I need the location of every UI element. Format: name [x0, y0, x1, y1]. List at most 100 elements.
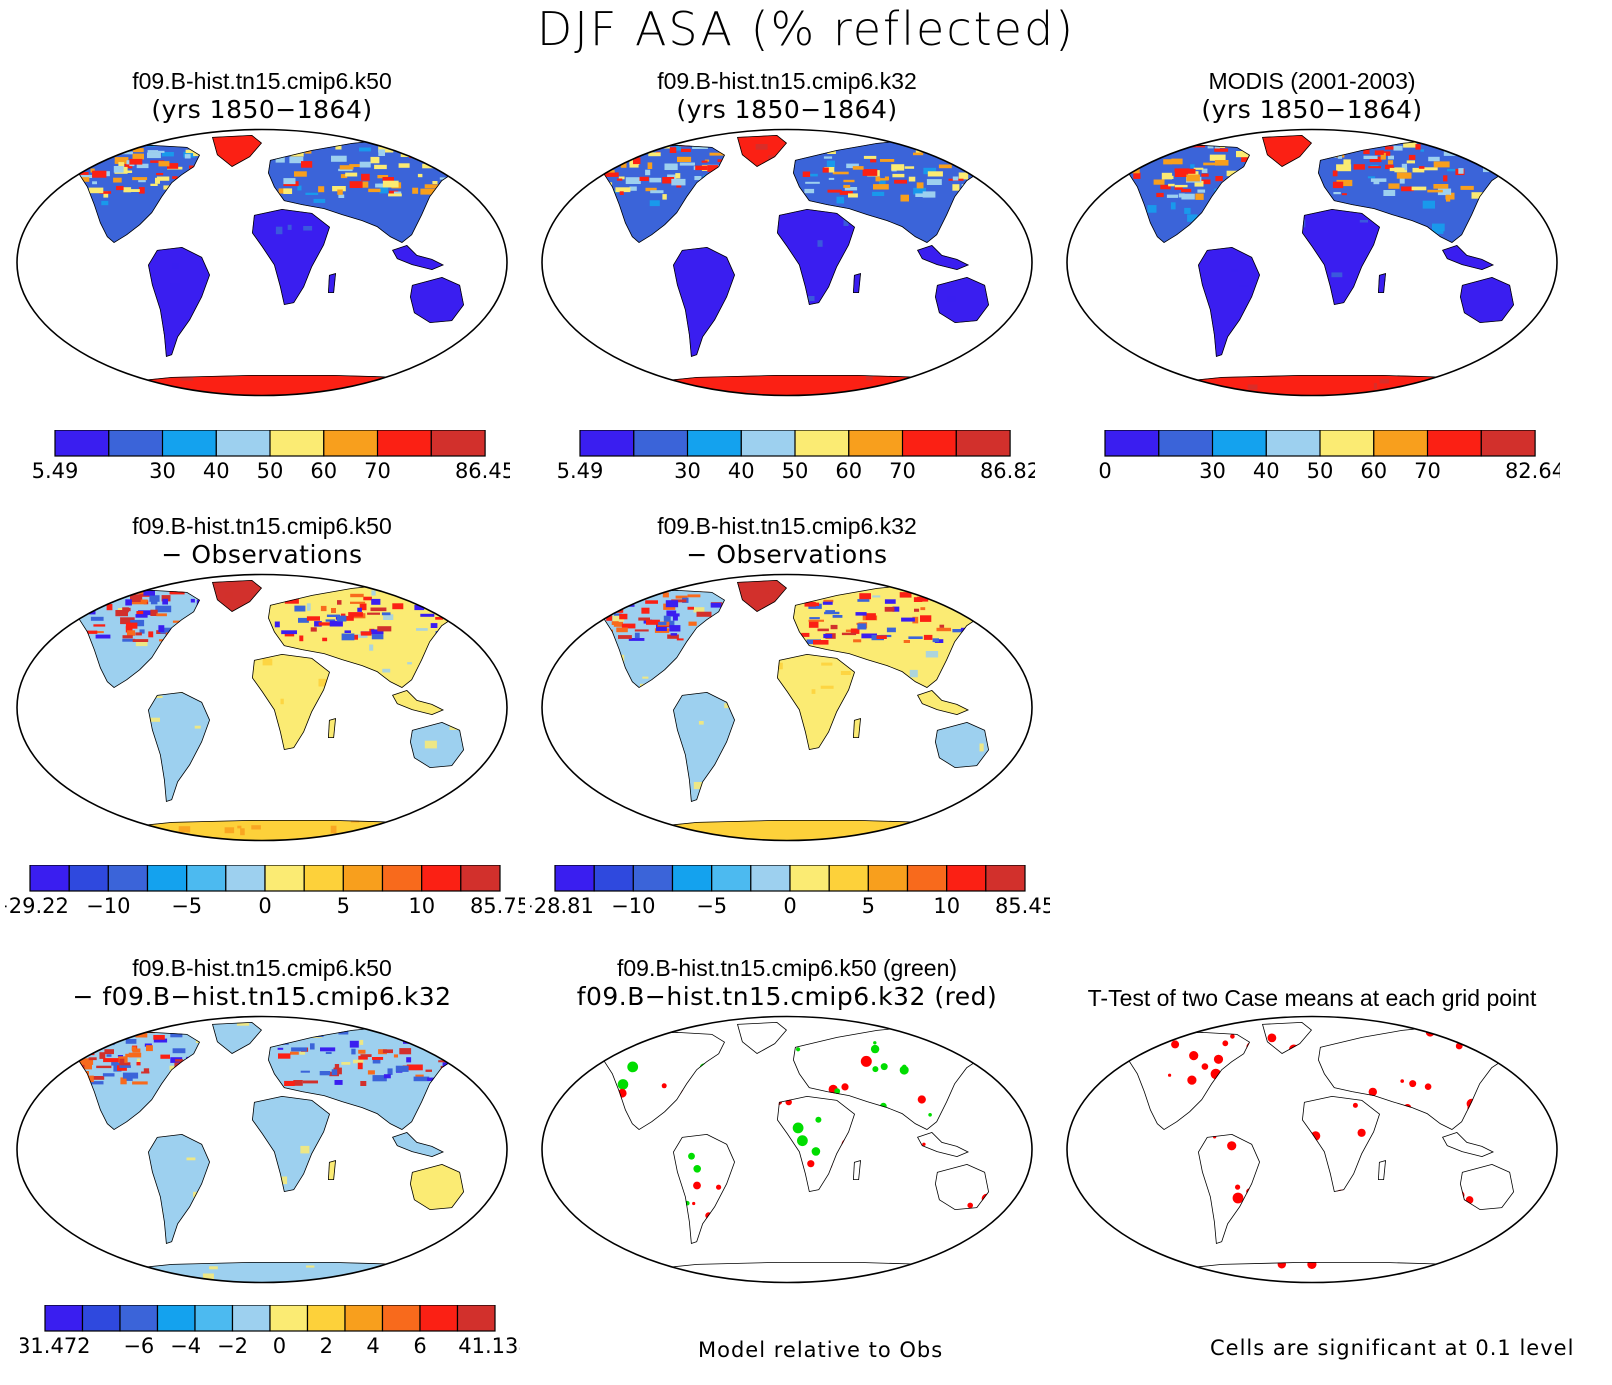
colorbar-tick-label: 30 [149, 459, 176, 483]
colorbar-swatch [344, 1305, 384, 1332]
panel-subtitle: f09.B−hist.tn15.cmip6.k32 (red) [576, 982, 998, 1011]
colorbar-tick-label: 85.75 [470, 894, 525, 918]
colorbar-tick-label: 50 [257, 459, 284, 483]
colorbar-tick-label: −10 [86, 894, 130, 918]
colorbar-swatch [225, 865, 266, 892]
panel-relative-to-obs: f09.B-hist.tn15.cmip6.k50 (green) f09.B−… [537, 955, 1037, 1287]
colorbar-tick-label: 5.49 [557, 459, 604, 483]
colorbar: 5.49 30 40 50 60 70 86.82 [557, 430, 1035, 483]
colorbar-swatch [81, 1305, 121, 1332]
colorbar-tick-label: −29.22 [5, 894, 69, 918]
colorbar-tick-label: 5.49 [32, 459, 79, 483]
colorbar-swatch [54, 430, 110, 457]
colorbar-tick-label: 40 [728, 459, 755, 483]
colorbar-tick-label: 60 [1360, 459, 1387, 483]
colorbar-tick-label: 40 [1253, 459, 1280, 483]
colorbar-tick-label: 5 [337, 894, 350, 918]
colorbar-tick-label: 10 [408, 894, 435, 918]
colorbar-swatch [161, 430, 217, 457]
colorbar-swatch [828, 865, 870, 892]
colorbar-tick-label: 10 [933, 894, 960, 918]
colorbar-swatch [269, 1305, 309, 1332]
colorbar-tick-label: 0 [273, 1334, 286, 1358]
panel-title: f09.B-hist.tn15.cmip6.k32 [657, 68, 917, 94]
colorbar-tick-label: 70 [889, 459, 916, 483]
colorbar-swatch [901, 430, 957, 457]
colorbar-swatch [794, 430, 850, 457]
colorbar-swatch [711, 865, 752, 892]
world-map [16, 573, 508, 842]
panel-subtitle: − f09.B−hist.tn15.cmip6.k32 [72, 982, 452, 1011]
colorbar-tick-label: 86.82 [980, 459, 1035, 483]
colorbar-swatch [156, 1305, 196, 1332]
colorbar-tick-label: −28.81 [530, 894, 594, 918]
colorbar-swatch [1211, 430, 1267, 457]
colorbar-swatch [632, 865, 674, 892]
panel-subtitle: (yrs 1850−1864) [1201, 95, 1423, 124]
panel-k50-mean: f09.B-hist.tn15.cmip6.k50 (yrs 1850−1864… [12, 68, 512, 400]
colorbar-swatch [430, 430, 486, 457]
panel-k50-minus-k32: f09.B-hist.tn15.cmip6.k50 − f09.B−hist.t… [12, 955, 512, 1287]
panel-title: f09.B-hist.tn15.cmip6.k50 [132, 68, 392, 94]
colorbar: 0 30 40 50 60 70 82.64 [1098, 430, 1560, 483]
colorbar-tick-label: 60 [835, 459, 862, 483]
colorbar-swatch [376, 430, 432, 457]
world-map [1066, 128, 1558, 397]
panel-title: f09.B-hist.tn15.cmip6.k50 [132, 955, 392, 981]
colorbar-swatch [593, 865, 634, 892]
colorbar-swatch [955, 430, 1011, 457]
colorbar-tick-label: 4 [366, 1334, 379, 1358]
colorbar-swatch [194, 1305, 234, 1332]
colorbar-swatch [419, 1305, 459, 1332]
colorbar-swatch [1104, 430, 1160, 457]
colorbar-swatch [186, 865, 227, 892]
colorbar-swatch [750, 865, 791, 892]
colorbar-tick-label: 0 [258, 894, 271, 918]
note-significance: Cells are significant at 0.1 level [1210, 1336, 1575, 1360]
colorbar-swatch [421, 865, 462, 892]
colorbar-swatch [554, 865, 595, 892]
colorbar-swatch [579, 430, 635, 457]
world-map [16, 128, 508, 397]
colorbar-swatch [269, 430, 325, 457]
colorbar-tick-label: 30 [674, 459, 701, 483]
panel-title: T-Test of two Case means at each grid po… [1087, 985, 1537, 1011]
colorbar-tick-label: −31.472 [20, 1334, 91, 1358]
world-map [541, 573, 1033, 842]
panel-k32-minus-obs: f09.B-hist.tn15.cmip6.k32 − Observations [537, 513, 1037, 845]
colorbar-swatch [456, 1305, 496, 1332]
colorbar: 5.49 30 40 50 60 70 86.45 [32, 430, 510, 483]
colorbar-tick-label: 50 [1307, 459, 1334, 483]
panel-k50-minus-obs: f09.B-hist.tn15.cmip6.k50 − Observations [12, 513, 512, 845]
colorbar-tick-label: 50 [782, 459, 809, 483]
colorbar-swatch [633, 430, 689, 457]
colorbar-swatch [1265, 430, 1321, 457]
colorbar-swatch [108, 430, 164, 457]
colorbar-tick-label: −6 [123, 1334, 154, 1358]
colorbar-swatch [303, 865, 345, 892]
colorbar-tick-label: −4 [170, 1334, 201, 1358]
colorbar-swatch [119, 1305, 159, 1332]
colorbar-swatch [740, 430, 796, 457]
colorbar-swatch [107, 865, 149, 892]
colorbar-tick-label: −2 [217, 1334, 248, 1358]
colorbar-swatch [1319, 430, 1375, 457]
colorbar-tick-label: 41.138 [458, 1334, 520, 1358]
colorbar-swatch [1480, 430, 1536, 457]
panel-subtitle: − Observations [686, 540, 888, 569]
colorbar-swatch [460, 865, 501, 892]
panel-title: MODIS (2001-2003) [1208, 68, 1416, 94]
colorbar-tick-label: 70 [1414, 459, 1441, 483]
world-map [16, 1015, 508, 1284]
note-model-relative: Model relative to Obs [698, 1338, 944, 1362]
panel-k32-mean: f09.B-hist.tn15.cmip6.k32 (yrs 1850−1864… [537, 68, 1037, 400]
world-map [1066, 1015, 1558, 1284]
colorbar-tick-label: −5 [171, 894, 202, 918]
colorbar: −29.22 −10 −5 0 5 10 85.75 [5, 865, 525, 918]
panel-title: f09.B-hist.tn15.cmip6.k50 [132, 513, 392, 539]
colorbar-tick-label: 30 [1199, 459, 1226, 483]
colorbar-tick-label: 85.45 [995, 894, 1050, 918]
panel-ttest: T-Test of two Case means at each grid po… [1062, 985, 1562, 1287]
colorbar-swatch [1426, 430, 1482, 457]
colorbar-swatch [381, 1305, 421, 1332]
